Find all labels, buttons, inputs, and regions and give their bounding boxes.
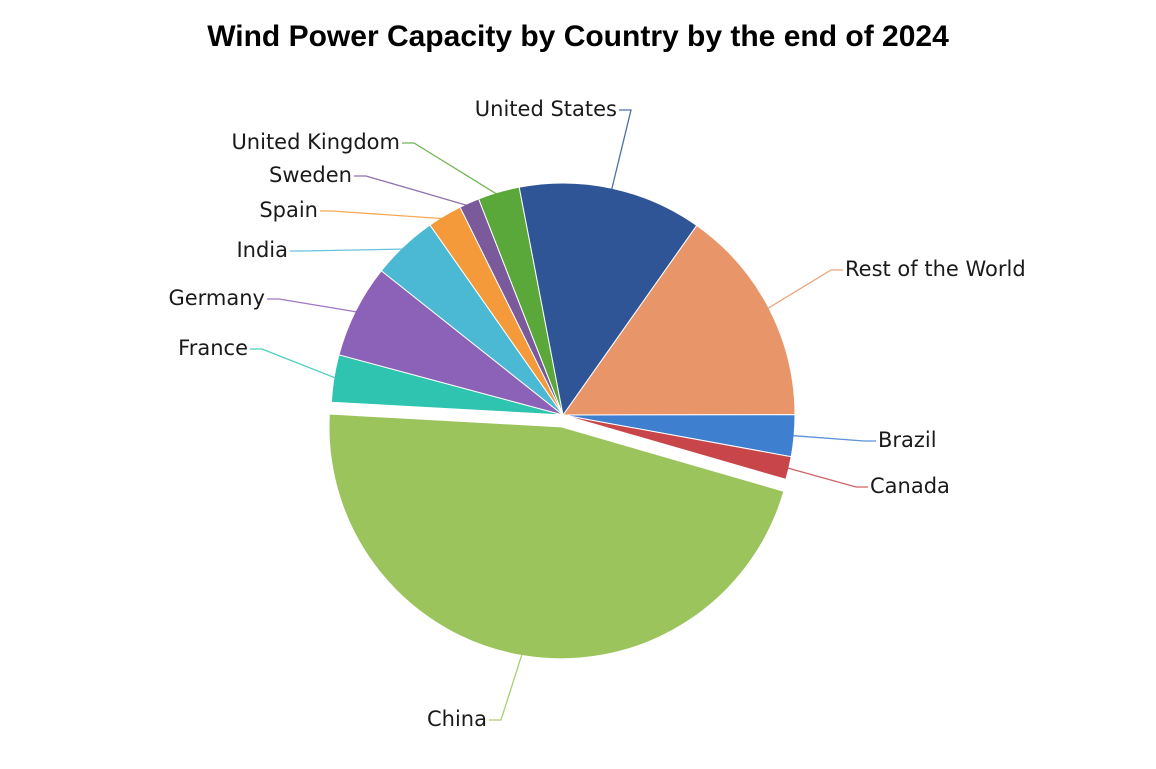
slice-label: Sweden [269,163,352,187]
slice-label: United Kingdom [231,130,400,154]
leader-line [790,434,876,442]
slice-label: Brazil [878,428,937,452]
leader-line [267,298,360,314]
leader-line [610,109,632,193]
slice-label: Rest of the World [845,257,1026,281]
slice-label: Spain [259,198,318,222]
leader-line [489,651,524,721]
slice-label: China [427,707,487,731]
slice-label: Germany [168,286,265,310]
leader-line [765,269,843,311]
slice-label: India [236,238,288,262]
slice-label: Canada [870,474,950,498]
leader-line [402,142,501,197]
leader-line [290,248,407,252]
leader-line [354,175,472,208]
slice-label: United States [475,97,617,121]
leader-line [784,466,868,488]
leader-line [250,348,339,380]
slice-label: France [178,336,248,360]
chart-title: Wind Power Capacity by Country by the en… [207,20,949,53]
leader-line [320,210,447,220]
